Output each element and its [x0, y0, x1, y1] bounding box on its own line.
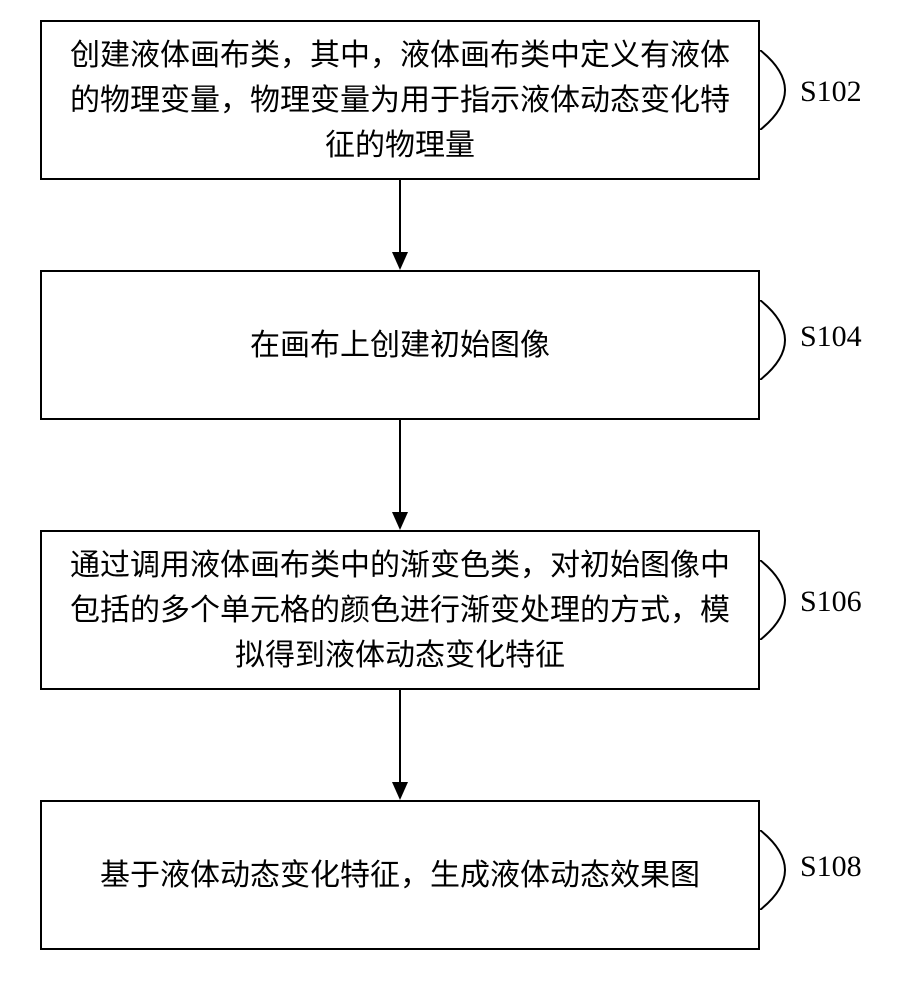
step-text-s106: 通过调用液体画布类中的渐变色类，对初始图像中包括的多个单元格的颜色进行渐变处理的… [62, 543, 738, 678]
step-label-s104: S104 [800, 320, 862, 354]
step-text-s104: 在画布上创建初始图像 [250, 323, 550, 368]
step-text-s102: 创建液体画布类，其中，液体画布类中定义有液体的物理变量，物理变量为用于指示液体动… [62, 33, 738, 168]
step-label-s106: S106 [800, 585, 862, 619]
step-label-s108: S108 [800, 850, 862, 884]
step-box-s106: 通过调用液体画布类中的渐变色类，对初始图像中包括的多个单元格的颜色进行渐变处理的… [40, 530, 760, 690]
step-box-s102: 创建液体画布类，其中，液体画布类中定义有液体的物理变量，物理变量为用于指示液体动… [40, 20, 760, 180]
step-box-s104: 在画布上创建初始图像 [40, 270, 760, 420]
step-label-s102: S102 [800, 75, 862, 109]
arrow-s104-s106 [390, 420, 410, 530]
step-box-s108: 基于液体动态变化特征，生成液体动态效果图 [40, 800, 760, 950]
arrow-s102-s104 [390, 180, 410, 270]
flowchart-container: 创建液体画布类，其中，液体画布类中定义有液体的物理变量，物理变量为用于指示液体动… [0, 0, 922, 1000]
arrow-s106-s108 [390, 690, 410, 800]
step-text-s108: 基于液体动态变化特征，生成液体动态效果图 [100, 853, 700, 898]
